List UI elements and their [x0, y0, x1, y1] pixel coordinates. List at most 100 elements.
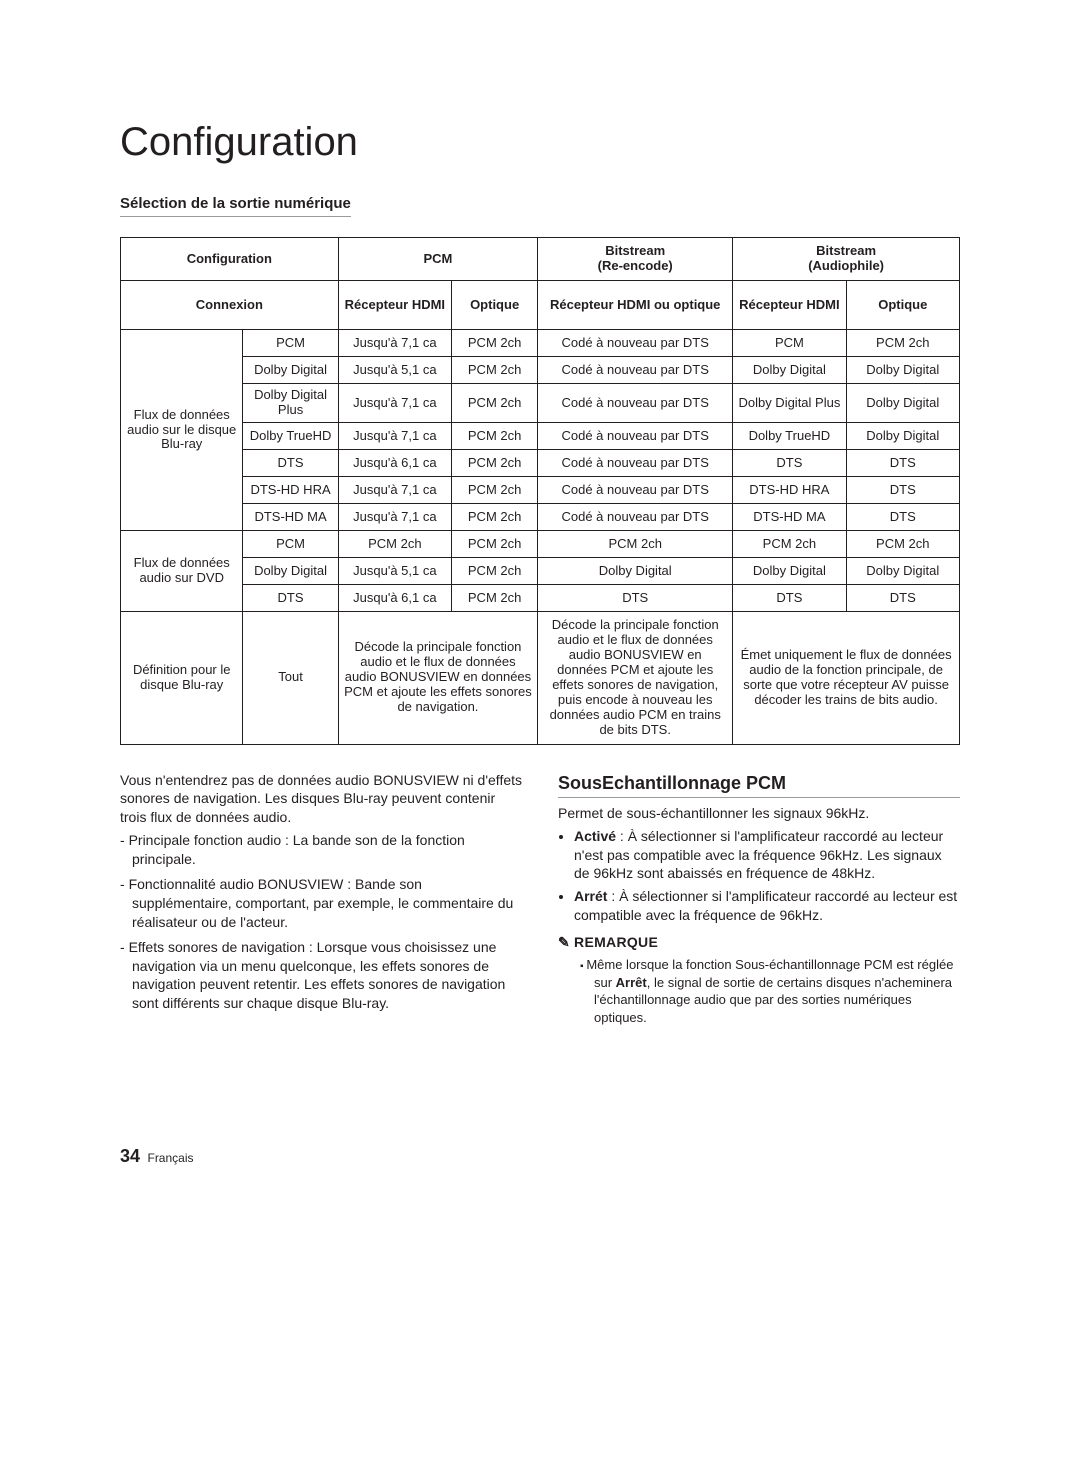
cell: Jusqu'à 7,1 ca [338, 504, 451, 531]
cell: Dolby Digital [243, 357, 338, 384]
th-bitstream-audiophile: Bitstream(Audiophile) [733, 238, 960, 281]
cell: Codé à nouveau par DTS [538, 330, 733, 357]
cell: DTS [846, 477, 959, 504]
remark-heading: ✎REMARQUE [558, 933, 960, 952]
note-icon: ✎ [558, 933, 570, 952]
th-hdmi-receiver: Récepteur HDMI [338, 281, 451, 330]
right-intro: Permet de sous-échantillonner les signau… [558, 804, 960, 823]
cell: PCM 2ch [452, 585, 538, 612]
cell: PCM 2ch [338, 531, 451, 558]
label: Activé [574, 828, 616, 844]
label: : À sélectionner si l'amplificateur racc… [574, 888, 957, 923]
cell: Dolby Digital [846, 423, 959, 450]
th-optique: Optique [452, 281, 538, 330]
table-row: DTS Jusqu'à 6,1 ca PCM 2ch DTS DTS DTS [121, 585, 960, 612]
right-bullet-list: Activé : À sélectionner si l'amplificate… [558, 827, 960, 925]
th-optique-2: Optique [846, 281, 959, 330]
cell: DTS [846, 585, 959, 612]
right-heading: SousEchantillonnage PCM [558, 771, 960, 798]
cell: Dolby Digital Plus [733, 384, 846, 423]
cell: Dolby TrueHD [243, 423, 338, 450]
cell: Dolby Digital Plus [243, 384, 338, 423]
th-pcm: PCM [338, 238, 538, 281]
list-item: Principale fonction audio : La bande son… [120, 831, 522, 869]
label: Arrét [574, 888, 607, 904]
cell: PCM 2ch [733, 531, 846, 558]
cell: Jusqu'à 6,1 ca [338, 450, 451, 477]
cell: DTS [243, 450, 338, 477]
cell: PCM 2ch [452, 357, 538, 384]
cell: DTS [733, 585, 846, 612]
cell: PCM [733, 330, 846, 357]
group2-label: Flux de données audio sur DVD [121, 531, 243, 612]
table-row: Dolby Digital Jusqu'à 5,1 ca PCM 2ch Cod… [121, 357, 960, 384]
page-language: Français [147, 1151, 193, 1165]
table-row: Flux de données audio sur DVD PCM PCM 2c… [121, 531, 960, 558]
text-columns: Vous n'entendrez pas de données audio BO… [120, 771, 960, 1027]
cell: PCM [243, 330, 338, 357]
cell: PCM 2ch [846, 330, 959, 357]
table-row: Dolby Digital Plus Jusqu'à 7,1 ca PCM 2c… [121, 384, 960, 423]
th-hdmi-receiver-2: Récepteur HDMI [733, 281, 846, 330]
cell: PCM [243, 531, 338, 558]
page-number: 34 [120, 1146, 140, 1166]
label: Arrêt [616, 975, 647, 990]
page-title: Configuration [120, 120, 960, 165]
cell: DTS-HD HRA [733, 477, 846, 504]
cell: DTS [846, 450, 959, 477]
group3-label: Définition pour le disque Blu-ray [121, 612, 243, 745]
cell: DTS [538, 585, 733, 612]
cell: Dolby Digital [243, 558, 338, 585]
cell: DTS [846, 504, 959, 531]
list-item: Même lorsque la fonction Sous-échantillo… [580, 956, 960, 1026]
remark-list: Même lorsque la fonction Sous-échantillo… [558, 956, 960, 1026]
cell: Jusqu'à 5,1 ca [338, 357, 451, 384]
list-item: Effets sonores de navigation : Lorsque v… [120, 938, 522, 1014]
left-list: Principale fonction audio : La bande son… [120, 831, 522, 1013]
cell: DTS-HD MA [733, 504, 846, 531]
cell: PCM 2ch [452, 384, 538, 423]
cell: Dolby Digital [846, 357, 959, 384]
page-footer: 34 Français [120, 1146, 960, 1167]
table-row: DTS-HD MA Jusqu'à 7,1 ca PCM 2ch Codé à … [121, 504, 960, 531]
label: (Re-encode) [598, 258, 673, 273]
digital-output-table: Configuration PCM Bitstream(Re-encode) B… [120, 237, 960, 745]
cell: Tout [243, 612, 338, 745]
cell: PCM 2ch [452, 504, 538, 531]
cell: PCM 2ch [538, 531, 733, 558]
table-header-row1: Configuration PCM Bitstream(Re-encode) B… [121, 238, 960, 281]
table-row: Définition pour le disque Blu-ray Tout D… [121, 612, 960, 745]
cell: PCM 2ch [452, 450, 538, 477]
list-item: Activé : À sélectionner si l'amplificate… [574, 827, 960, 884]
cell: PCM 2ch [452, 531, 538, 558]
cell: Jusqu'à 7,1 ca [338, 477, 451, 504]
cell: Codé à nouveau par DTS [538, 477, 733, 504]
label: Bitstream [816, 243, 876, 258]
group1-label: Flux de données audio sur le disque Blu-… [121, 330, 243, 531]
label: (Audiophile) [808, 258, 884, 273]
cell: Dolby Digital [846, 384, 959, 423]
label: Bitstream [605, 243, 665, 258]
desc-audiophile: Émet uniquement le flux de données audio… [733, 612, 960, 745]
cell: Codé à nouveau par DTS [538, 504, 733, 531]
cell: Codé à nouveau par DTS [538, 450, 733, 477]
cell: Dolby Digital [846, 558, 959, 585]
left-column: Vous n'entendrez pas de données audio BO… [120, 771, 522, 1027]
cell: Jusqu'à 7,1 ca [338, 384, 451, 423]
cell: Codé à nouveau par DTS [538, 384, 733, 423]
th-configuration: Configuration [121, 238, 339, 281]
list-item: Fonctionnalité audio BONUSVIEW : Bande s… [120, 875, 522, 932]
table-row: Dolby TrueHD Jusqu'à 7,1 ca PCM 2ch Codé… [121, 423, 960, 450]
list-item: Arrét : À sélectionner si l'amplificateu… [574, 887, 960, 925]
cell: DTS-HD MA [243, 504, 338, 531]
remark-label: REMARQUE [574, 934, 658, 950]
th-connexion: Connexion [121, 281, 339, 330]
cell: Jusqu'à 6,1 ca [338, 585, 451, 612]
desc-pcm: Décode la principale fonction audio et l… [338, 612, 538, 745]
cell: Dolby TrueHD [733, 423, 846, 450]
section-subheading: Sélection de la sortie numérique [120, 195, 351, 217]
table-row: DTS-HD HRA Jusqu'à 7,1 ca PCM 2ch Codé à… [121, 477, 960, 504]
th-bitstream-reencode: Bitstream(Re-encode) [538, 238, 733, 281]
desc-reencode: Décode la principale fonction audio et l… [538, 612, 733, 745]
cell: PCM 2ch [452, 330, 538, 357]
